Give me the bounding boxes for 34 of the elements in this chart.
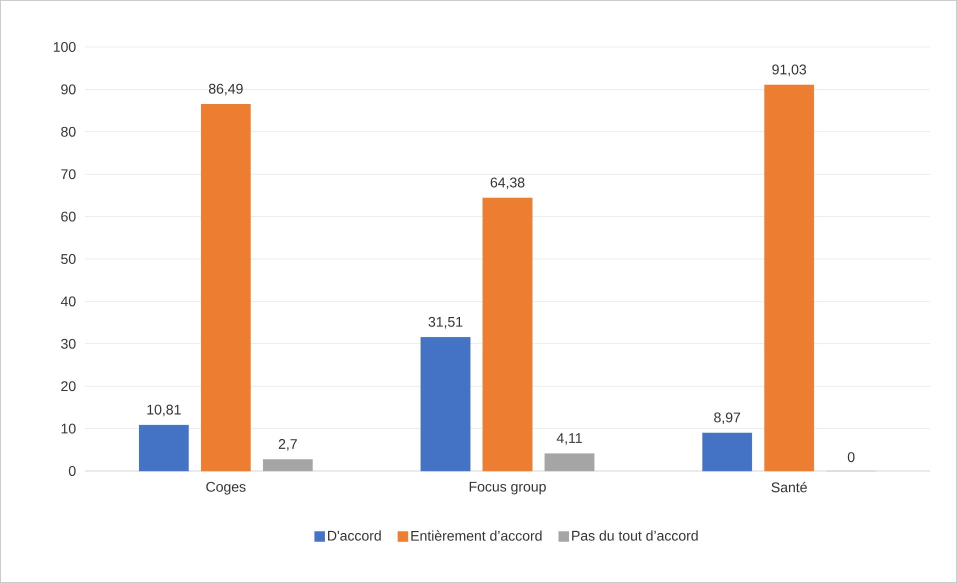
y-tick-label: 50 xyxy=(61,254,76,264)
data-label: 10,81 xyxy=(147,404,181,416)
legend-label: Entièrement d’accord xyxy=(411,530,542,541)
data-label: 64,38 xyxy=(490,178,524,190)
legend-label: Pas du tout d’accord xyxy=(572,530,698,541)
bar xyxy=(482,198,532,472)
x-tick-label: Focus group xyxy=(470,482,546,494)
y-tick-label: 100 xyxy=(54,42,76,52)
bar xyxy=(200,104,251,472)
data-label: 4,11 xyxy=(556,433,582,445)
y-tick-label: 10 xyxy=(62,424,76,434)
data-label: 8,97 xyxy=(714,412,740,424)
y-tick-label: 30 xyxy=(61,338,76,349)
bar xyxy=(544,453,594,472)
bar xyxy=(420,337,470,472)
y-tick-label: 70 xyxy=(61,169,76,180)
y-tick-label: 60 xyxy=(61,212,76,222)
bar xyxy=(262,459,313,472)
data-label: 31,51 xyxy=(428,316,462,328)
data-label: 2,7 xyxy=(278,439,297,451)
y-tick-label: 90 xyxy=(61,84,76,94)
y-tick-label: 20 xyxy=(61,381,76,392)
x-tick-label: Coges xyxy=(206,482,246,495)
bar xyxy=(138,424,189,472)
legend-label: D'accord xyxy=(328,530,381,541)
data-label: 0 xyxy=(848,452,855,462)
bar xyxy=(702,432,752,472)
y-tick-label: 0 xyxy=(68,466,76,476)
y-tick-label: 40 xyxy=(60,296,76,306)
y-tick-label: 80 xyxy=(61,126,76,137)
data-label: 86,49 xyxy=(208,84,243,96)
data-label: 91,03 xyxy=(772,64,806,76)
x-tick-label: Santé xyxy=(772,482,807,492)
bar xyxy=(764,84,814,472)
